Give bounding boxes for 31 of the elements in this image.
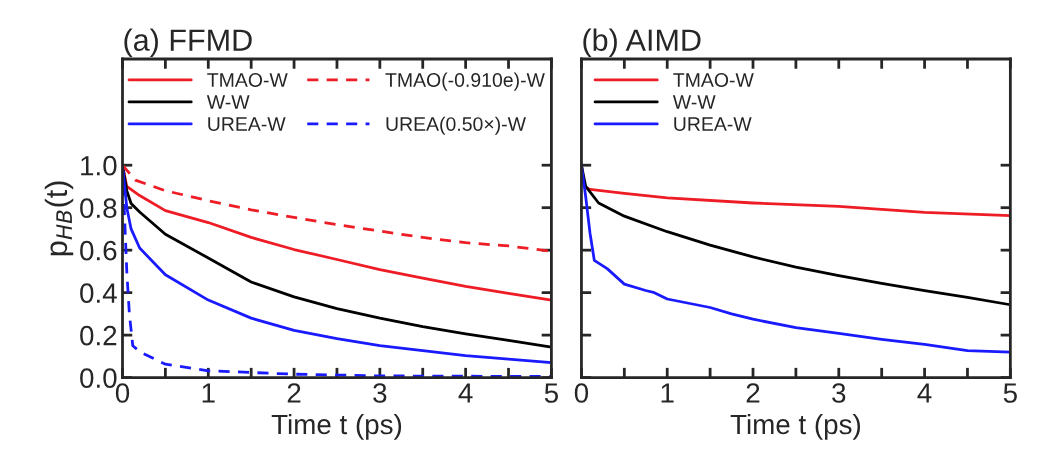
x-axis-title: Time t (ps) — [271, 413, 402, 440]
y-tick-label: 1.0 — [81, 155, 117, 176]
y-tick-label: 0.4 — [80, 283, 117, 303]
legend-label: UREA(0.50×)-W — [386, 116, 526, 135]
x-tick-label: 1 — [661, 383, 674, 403]
x-tick-label: 2 — [287, 383, 301, 403]
x-tick-label: 5 — [544, 383, 558, 403]
x-axis-title: Time t (ps) — [730, 413, 861, 440]
x-tick-label: 5 — [1003, 383, 1017, 403]
y-tick-label: 0.0 — [80, 368, 117, 388]
x-tick-label: 3 — [832, 383, 846, 403]
y-tick-label: 0.8 — [80, 198, 117, 219]
legend-label: W-W — [672, 95, 716, 109]
legend-label: TMAO(-0.910e)-W — [385, 72, 545, 91]
x-tick-label: 4 — [458, 383, 473, 403]
legend-label: TMAO-W — [207, 73, 288, 87]
x-tick-label: 4 — [917, 383, 932, 403]
legend-label: UREA-W — [208, 117, 286, 131]
y-tick-label: 0.6 — [80, 240, 117, 261]
x-tick-label: 1 — [202, 383, 215, 403]
chart-title: (a) FFMD — [124, 28, 252, 57]
y-axis-title: p$_{HB}$(t) — [44, 181, 74, 256]
x-tick-label: 0 — [115, 383, 130, 403]
y-tick-label: 0.2 — [80, 325, 117, 346]
x-tick-label: 3 — [373, 383, 387, 403]
x-tick-label: 0 — [574, 383, 589, 403]
x-tick-label: 2 — [746, 383, 760, 403]
chart-title: (b) AIMD — [583, 28, 701, 57]
legend-label: UREA-W — [674, 117, 752, 131]
legend-label: W-W — [206, 95, 250, 109]
legend-label: TMAO-W — [673, 73, 754, 87]
